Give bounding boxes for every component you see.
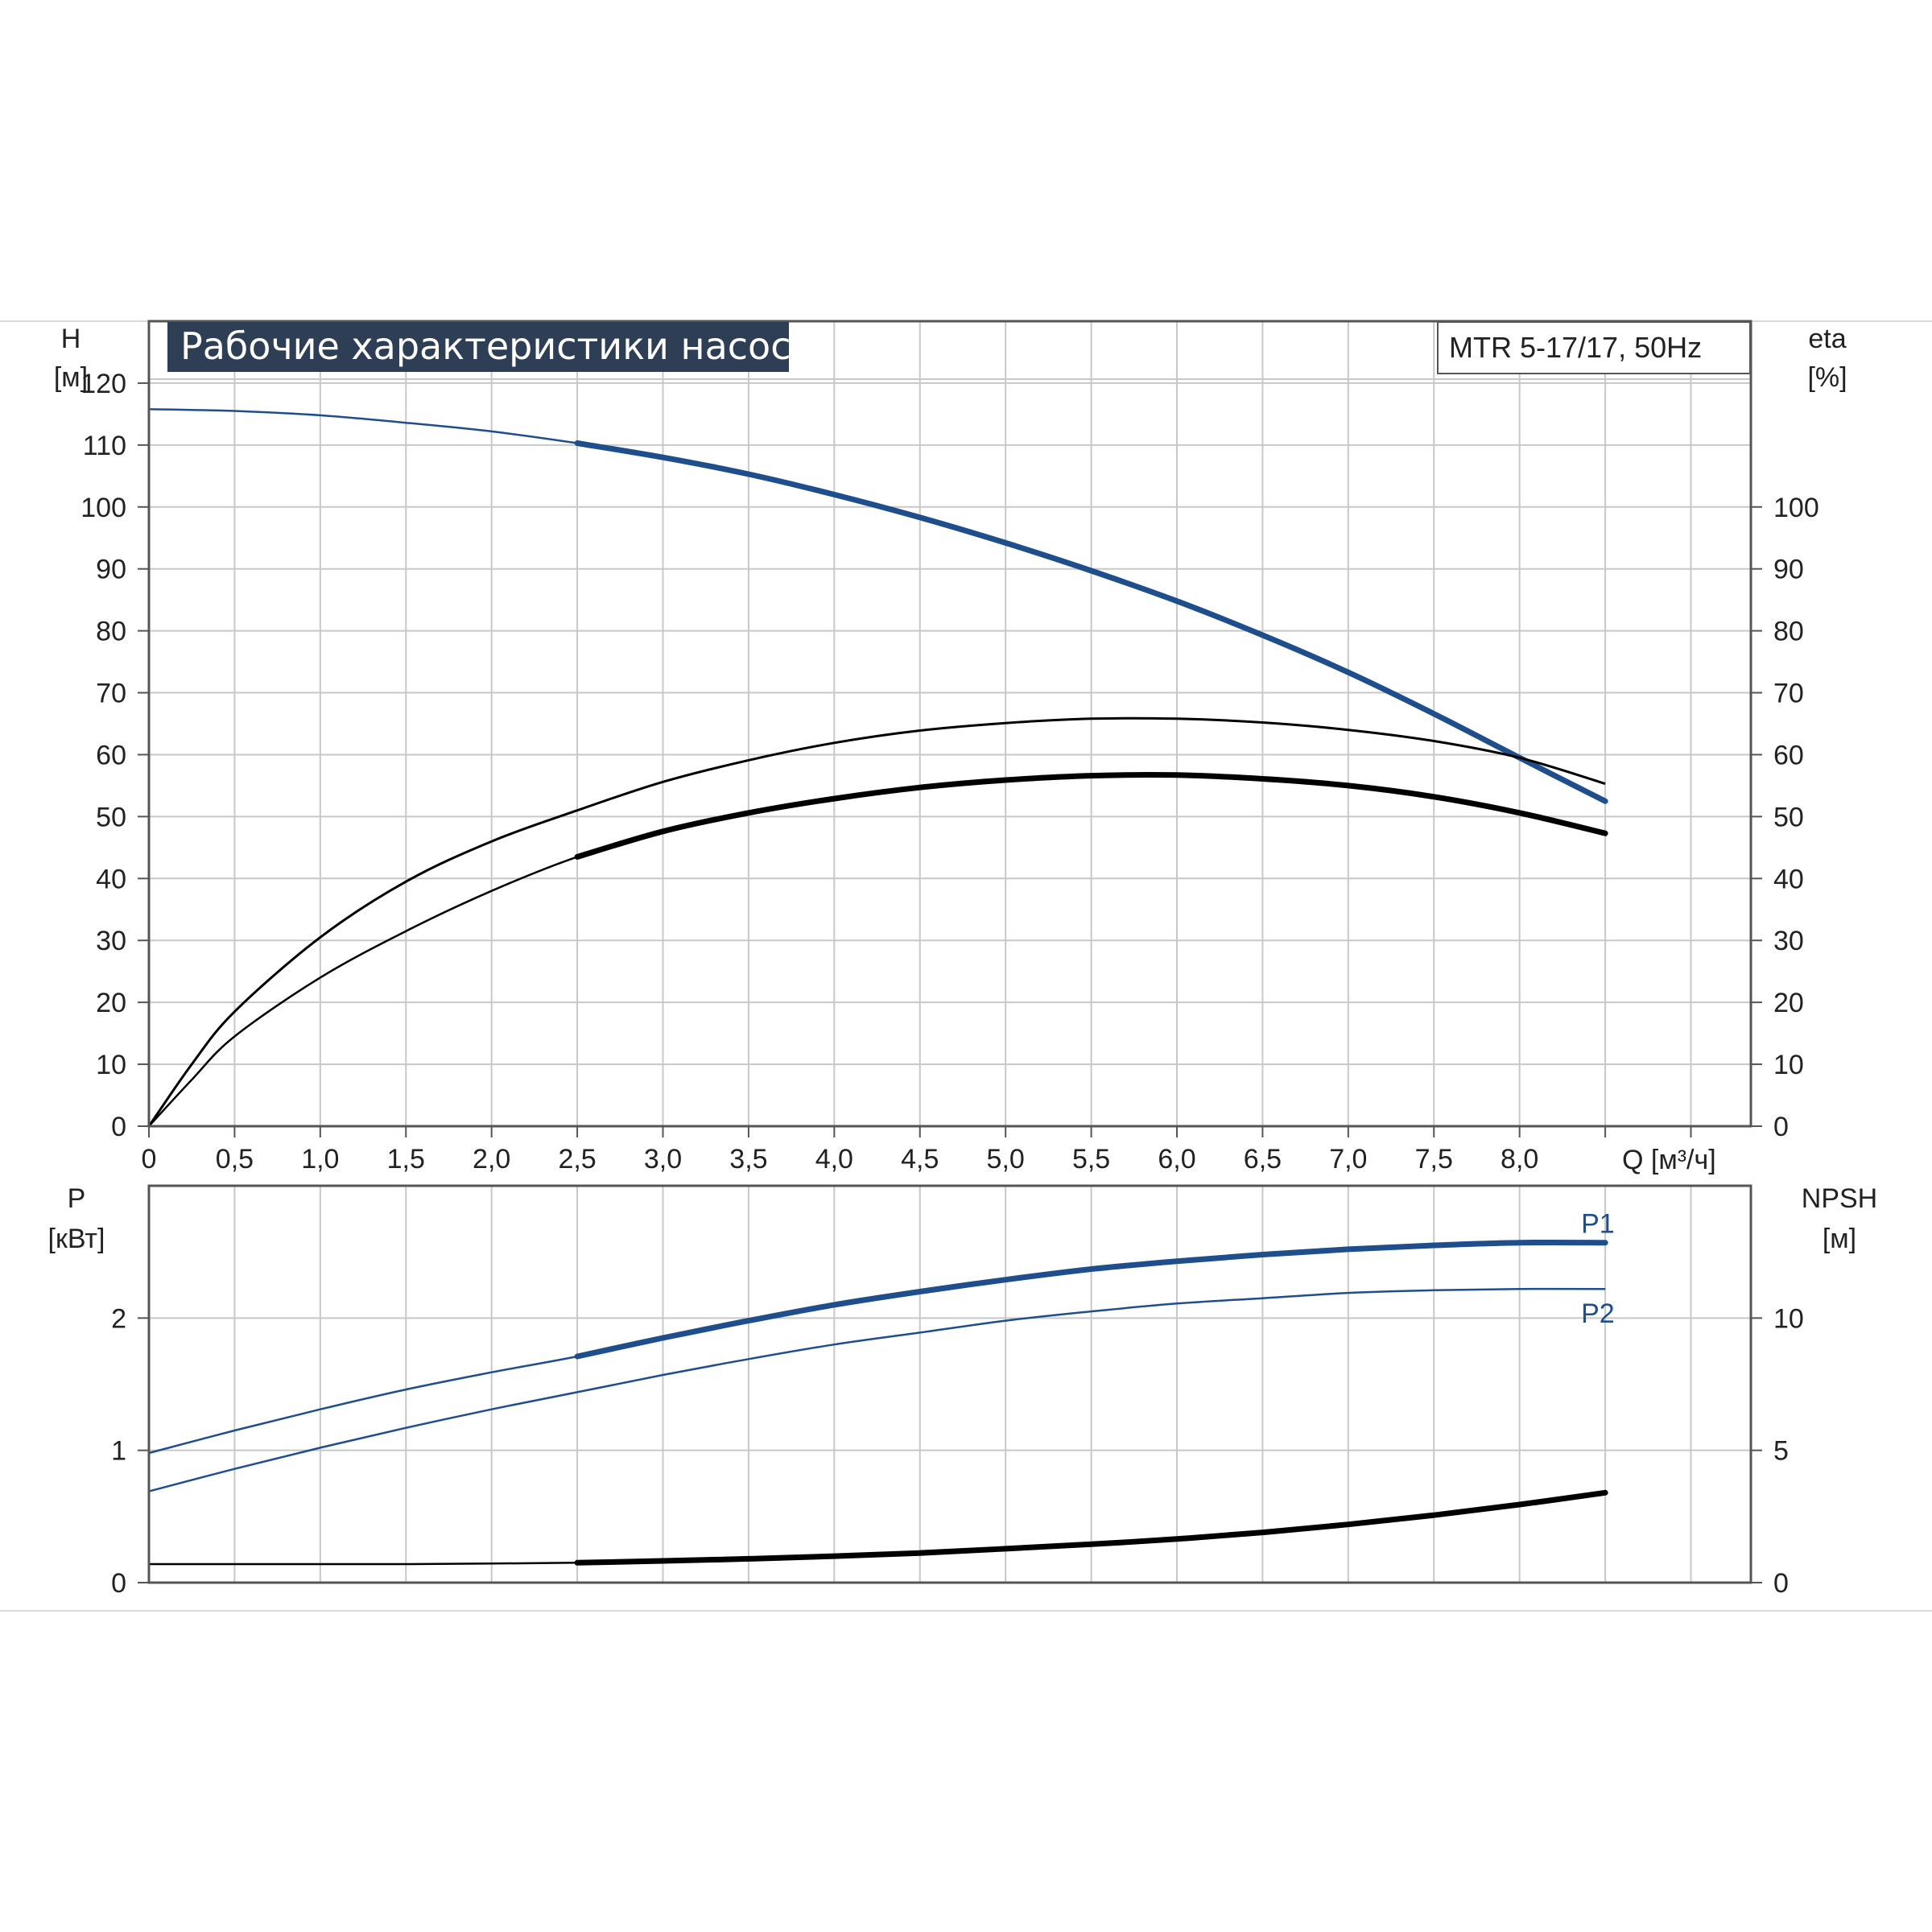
power-panel-series — [148, 1239, 1608, 1566]
chart-title: Рабочие характеристики насоса — [180, 324, 814, 368]
power-panel-grid — [149, 1186, 1751, 1583]
x-tick-label: 5,5 — [1072, 1144, 1110, 1174]
y-right-tick-label: 90 — [1773, 555, 1804, 585]
y-left-tick-label: 70 — [96, 679, 126, 709]
head-panel-frame — [147, 320, 1752, 1128]
x-tick-label: 6,5 — [1244, 1144, 1282, 1174]
npsh-tick-label: 10 — [1773, 1303, 1804, 1334]
x-tick-label: 7,5 — [1415, 1144, 1453, 1174]
efficiency-curve-eta-line — [147, 716, 1606, 1127]
y-right-tick-label: 10 — [1773, 1050, 1804, 1080]
npsh-axis-unit: [м] — [1823, 1224, 1856, 1254]
x-tick-label: 3,0 — [644, 1144, 682, 1174]
npsh-axis-label: NPSH — [1802, 1183, 1877, 1214]
y-left-tick-label: 60 — [96, 740, 126, 770]
x-tick-label: 4,0 — [815, 1144, 853, 1174]
y-left-tick-label: 120 — [80, 369, 126, 399]
y-right-tick-label: 70 — [1773, 679, 1804, 709]
x-tick-label: 7,0 — [1329, 1144, 1367, 1174]
y-left-tick-label: 0 — [111, 1112, 126, 1142]
x-tick-label: 2,5 — [558, 1144, 596, 1174]
power-p2-curve-line — [148, 1287, 1606, 1492]
npsh-tick-label: 5 — [1773, 1436, 1789, 1467]
model-label-background — [1437, 321, 1751, 374]
power-npsh-panel: 0 1 2 0 5 10 P1 P2 P [кВт] NPSH [м] — [48, 1183, 1878, 1599]
y-axis-right-label: eta — [1808, 324, 1846, 354]
head-panel-series — [147, 407, 1608, 1127]
title-box: Рабочие характеристики насоса — [167, 322, 814, 372]
y-left-tick-label: 100 — [80, 493, 126, 523]
y-right-tick-label: 40 — [1773, 864, 1804, 894]
npsh-curve-operating-range — [574, 1489, 1608, 1566]
y-right-tick-label: 0 — [1773, 1112, 1789, 1142]
power-p1-curve-label: P1 — [1581, 1209, 1615, 1240]
y-axis-left-label: H — [61, 324, 81, 354]
power-axis-label: P — [68, 1183, 86, 1214]
x-tick-label: 0,5 — [216, 1144, 254, 1174]
x-tick-label: 4,5 — [901, 1144, 939, 1174]
power-p1-curve-operating-range — [574, 1239, 1608, 1360]
head-panel-grid — [149, 321, 1751, 1126]
power-axis-unit: [кВт] — [48, 1224, 105, 1254]
power-p2-curve-label: P2 — [1581, 1298, 1615, 1329]
power-tick-label: 2 — [111, 1303, 126, 1334]
y-left-tick-label: 40 — [96, 864, 126, 894]
power-panel-ticks: 0 1 2 0 5 10 — [111, 1303, 1804, 1599]
model-label: MTR 5-17/17, 50Hz — [1449, 331, 1702, 364]
x-axis-label: Q [м³/ч] — [1622, 1145, 1716, 1175]
y-axis-left-unit: [м] — [54, 362, 88, 393]
x-tick-label: 6,0 — [1158, 1144, 1195, 1174]
y-right-tick-label: 50 — [1773, 802, 1804, 832]
y-left-tick-label: 110 — [83, 431, 126, 461]
x-tick-label: 1,5 — [387, 1144, 425, 1174]
y-left-tick-label: 10 — [96, 1050, 126, 1080]
head-curve-operating-range — [574, 440, 1608, 804]
head-panel-ticks: 0 10 20 30 40 50 60 70 80 90 100 110 120 0 10 20 30 40 50 6… — [80, 369, 1818, 1174]
y-axis-right-unit: [%] — [1807, 362, 1847, 393]
power-series-labels: P1 P2 — [1581, 1209, 1615, 1330]
y-right-tick-label: 100 — [1773, 493, 1819, 523]
power-tick-label: 0 — [111, 1568, 126, 1599]
y-left-tick-label: 50 — [96, 802, 126, 832]
y-right-tick-label: 80 — [1773, 617, 1804, 647]
x-tick-label: 5,0 — [987, 1144, 1025, 1174]
x-tick-label: 3,5 — [729, 1144, 767, 1174]
title-background — [167, 322, 789, 372]
model-label-box: MTR 5-17/17, 50Hz — [1437, 321, 1751, 374]
power-panel-frame — [147, 1184, 1752, 1584]
y-right-tick-label: 60 — [1773, 740, 1804, 770]
y-left-tick-label: 20 — [96, 988, 126, 1018]
head-efficiency-panel: 0 10 20 30 40 50 60 70 80 90 100 110 120 0 10 20 30 40 50 6… — [54, 320, 1847, 1175]
y-right-tick-label: 20 — [1773, 988, 1804, 1018]
x-tick-label: 1,0 — [301, 1144, 339, 1174]
y-left-tick-label: 80 — [96, 617, 126, 647]
x-tick-label: 0 — [142, 1144, 157, 1174]
power-tick-label: 1 — [111, 1436, 126, 1467]
x-tick-label: 8,0 — [1501, 1144, 1538, 1174]
y-left-tick-label: 90 — [96, 555, 126, 585]
npsh-tick-label: 0 — [1773, 1568, 1789, 1599]
x-tick-label: 2,0 — [473, 1144, 510, 1174]
efficiency-curve-etas-operating-range — [574, 772, 1608, 860]
y-left-tick-label: 30 — [96, 926, 126, 956]
y-right-tick-label: 30 — [1773, 926, 1804, 956]
